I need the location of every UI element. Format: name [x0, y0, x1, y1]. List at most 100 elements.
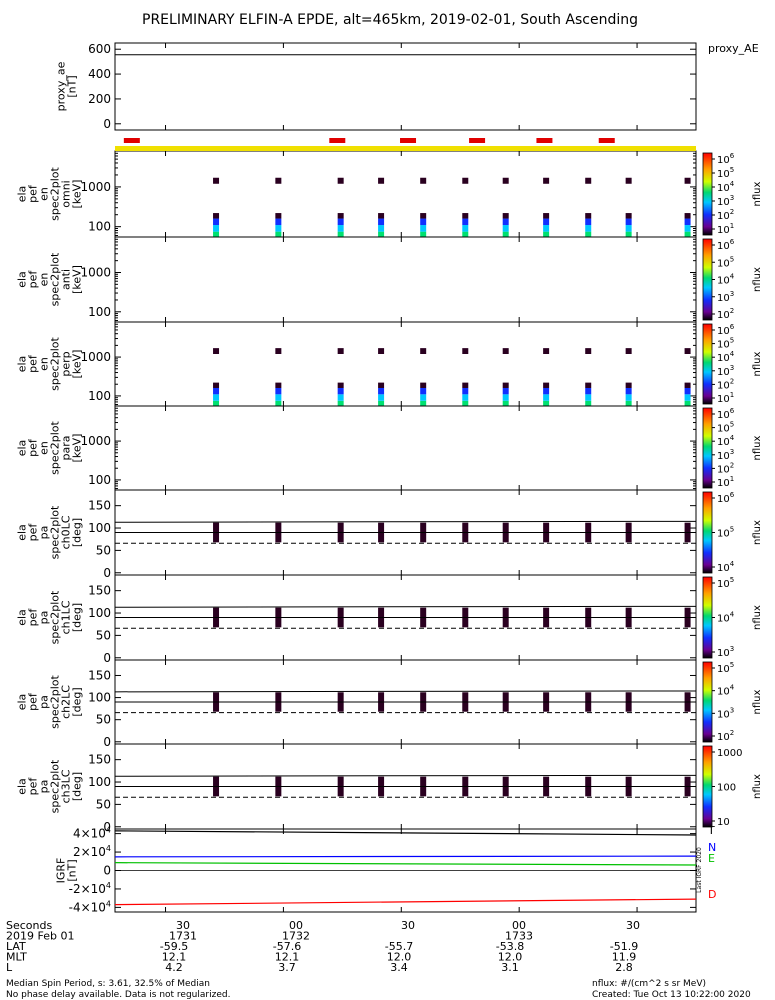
- en_spec_anti-ytick-label: 1000: [80, 265, 111, 279]
- en_spec_perp-spectrum-cell: [213, 348, 220, 355]
- xaxis-tick-label: 30: [176, 919, 190, 932]
- pa_spec_ch2-ylabel-line: spec2plot: [49, 675, 62, 729]
- en_spec_para-colorbar-label: 104: [717, 434, 735, 448]
- en_spec_perp-ylabel-line: perp: [60, 351, 73, 376]
- en_spec_omni-spectrum-cell: [502, 213, 509, 219]
- en_spec_para-colorbar-label: 101: [717, 475, 734, 489]
- en_spec_omni-colorbar-label: 103: [717, 194, 734, 208]
- igrf-ytick-exp: 4: [106, 844, 111, 853]
- en_spec_perp-spectrum-cell: [275, 382, 282, 388]
- xaxis-row-value: -59.5: [160, 940, 188, 953]
- xaxis-row-value: 12.0: [498, 951, 523, 964]
- igrf-ytick-exp: 4: [106, 881, 111, 890]
- pa_spec_ch0-colorbar-exp: 5: [730, 526, 734, 534]
- en_spec_omni-spectrum-cell: [543, 213, 550, 219]
- en_spec_omni-spectrum-cell: [462, 231, 469, 237]
- en_spec_perp-spectrum-cell: [420, 394, 427, 401]
- en_spec_omni-colorbar-exp: 5: [730, 166, 734, 174]
- pa_spec_ch2-ylabel-line: ela: [16, 694, 29, 711]
- pa_spec_ch0-colorbar: [702, 491, 713, 574]
- pa_spec_ch0-colorbar-label: 106: [717, 491, 735, 505]
- en_spec_anti-colorbar-title: nflux: [752, 267, 763, 292]
- en_spec_omni-spectrum-cell: [502, 177, 509, 184]
- en_spec_perp-spectrum-cell: [502, 348, 509, 355]
- igrf-series-T: [114, 830, 697, 836]
- en_spec_anti-colorbar-label: 106: [717, 238, 735, 252]
- en_spec_perp-spectrum-cell: [462, 382, 469, 388]
- en_spec_perp-ylabel-line: [keV]: [71, 350, 84, 379]
- xaxis-row-label: Seconds: [6, 919, 52, 932]
- en_spec_perp-spectrum-cell: [275, 400, 282, 406]
- en_spec_anti-colorbar-exp: 2: [730, 307, 734, 315]
- pa_spec_ch3-colorbar-title: nflux: [752, 774, 763, 799]
- igrf-legend-D: D: [708, 888, 716, 901]
- proxy_ae-frame: [114, 42, 697, 131]
- pa_spec_ch3-loss-cone-line: [114, 774, 697, 777]
- igrf-ytick-label: -2×104: [69, 881, 111, 896]
- xaxis-seconds-value: 1733: [505, 930, 533, 943]
- pa_spec_ch2-ytick-label: 0: [103, 735, 111, 749]
- collection-interval-marker: [469, 138, 486, 143]
- en_spec_anti-colorbar-label: 104: [717, 273, 735, 287]
- en_spec_para-colorbar-exp: 5: [730, 421, 734, 429]
- en_spec_perp-spectrum-cell: [684, 400, 691, 406]
- en_spec_perp-spectrum-cell: [543, 394, 550, 401]
- science-zone-bar: [115, 146, 696, 151]
- xaxis-row-value: -51.9: [610, 940, 638, 953]
- en_spec_omni-spectrum-cell: [502, 231, 509, 237]
- en_spec_anti-ytick-label: 100: [88, 305, 111, 319]
- pa_spec_ch2-colorbar: [702, 661, 713, 743]
- igrf-series-D: [114, 898, 697, 906]
- en_spec_omni-ylabel-line: ela: [16, 186, 29, 203]
- en_spec_perp-spectrum-cell: [337, 400, 344, 406]
- en_spec_perp-colorbar-exp: 4: [730, 350, 735, 358]
- en_spec_perp-spectrum-cell: [337, 387, 344, 395]
- en_spec_omni-spectrum-cell: [420, 231, 427, 237]
- xaxis-tick-label: 00: [512, 919, 526, 932]
- en_spec_perp-spectrum-cell: [543, 348, 550, 355]
- en_spec_anti-ylabel-line: anti: [60, 269, 73, 290]
- xaxis-seconds-value: 1731: [169, 930, 197, 943]
- en_spec_para-colorbar-title: nflux: [752, 435, 763, 460]
- en_spec_perp-spectrum-cell: [462, 348, 469, 355]
- en_spec_omni-colorbar-title: nflux: [752, 181, 763, 206]
- en_spec_perp-spectrum-cell: [543, 387, 550, 395]
- pa_spec_ch2-colorbar-exp: 4: [730, 684, 735, 692]
- en_spec_omni-spectrum-cell: [543, 231, 550, 237]
- pa_spec_ch2-ytick-label: 100: [88, 691, 111, 705]
- pa_spec_ch2-ylabel-line: [deg]: [71, 687, 84, 716]
- en_spec_omni-ytick-label: 100: [88, 220, 111, 234]
- footer-right-line2: Created: Tue Oct 13 10:22:00 2020: [592, 990, 751, 1000]
- en_spec_anti-colorbar-label: 103: [717, 290, 734, 304]
- pa_spec_ch1-colorbar-exp: 4: [730, 611, 735, 619]
- pa_spec_ch2-ytick-label: 150: [88, 668, 111, 682]
- en_spec_perp-spectrum-cell: [420, 348, 427, 355]
- en_spec_perp-spectrum-cell: [462, 400, 469, 406]
- igrf-ytick-exp: 4: [106, 826, 111, 835]
- collection-interval-marker: [536, 138, 553, 143]
- en_spec_perp-colorbar-label: 106: [717, 323, 735, 337]
- en_spec_perp-spectrum-cell: [502, 400, 509, 406]
- en_spec_omni-spectrum-cell: [275, 231, 282, 237]
- en_spec_perp-spectrum-cell: [502, 387, 509, 395]
- en_spec_omni-spectrum-cell: [462, 177, 469, 184]
- xaxis-row-value: 11.9: [612, 951, 637, 964]
- en_spec_perp-spectrum-cell: [543, 400, 550, 406]
- xaxis-row-value: 3.7: [278, 961, 296, 974]
- pa_spec_ch0-ytick-label: 100: [88, 521, 111, 535]
- igrf-ytick-label: -4×104: [69, 899, 111, 914]
- plot-title: PRELIMINARY ELFIN-A EPDE, alt=465km, 201…: [142, 12, 638, 28]
- pa_spec_ch0-ylabel-line: pef: [27, 523, 40, 542]
- en_spec_perp-spectrum-cell: [378, 400, 385, 406]
- en_spec_perp-spectrum-cell: [213, 394, 220, 401]
- pa_spec_ch2-colorbar-label: 104: [717, 684, 735, 698]
- en_spec_perp-spectrum-cell: [378, 348, 385, 355]
- pa_spec_ch0-ytick-label: 150: [88, 499, 111, 513]
- en_spec_omni-spectrum-cell: [462, 213, 469, 219]
- pa_spec_ch2-colorbar-title: nflux: [752, 689, 763, 714]
- en_spec_omni-colorbar-label: 102: [717, 208, 734, 222]
- en_spec_omni-spectrum-cell: [625, 218, 632, 226]
- xaxis-tick-label: 00: [289, 919, 303, 932]
- en_spec_para-ylabel-line: ela: [16, 440, 29, 457]
- en_spec_perp-ylabel-line: en: [38, 357, 51, 371]
